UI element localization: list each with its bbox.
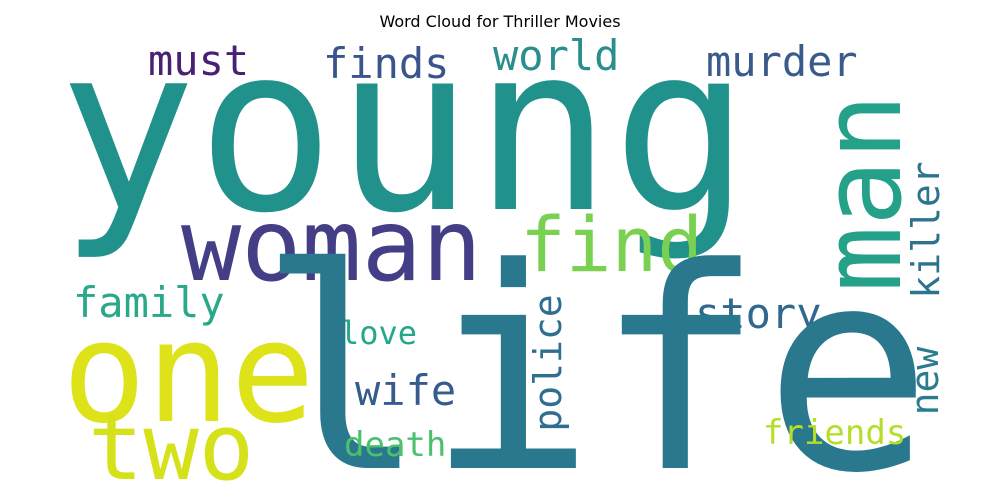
chart-title: Word Cloud for Thriller Movies [379, 12, 621, 31]
word-murder: murder [706, 37, 858, 86]
word-find: find [520, 200, 704, 289]
word-new: new [903, 346, 947, 416]
word-man: man [798, 93, 926, 293]
word-life: life [258, 209, 933, 500]
word-killer: killer [904, 161, 948, 299]
word-wife: wife [355, 366, 457, 415]
word-world: world [493, 31, 620, 80]
word-two: two [88, 394, 255, 500]
word-finds: finds [323, 39, 450, 88]
word-one: one [62, 292, 315, 455]
word-young: young [58, 0, 751, 264]
word-death: death [344, 425, 447, 465]
word-family: family [73, 278, 225, 327]
word-story: story [695, 289, 822, 338]
word-friends: friends [763, 413, 907, 453]
word-love: love [340, 314, 418, 352]
word-woman: woman [181, 187, 483, 304]
word-must: must [148, 36, 250, 85]
word-police: police [526, 294, 570, 432]
